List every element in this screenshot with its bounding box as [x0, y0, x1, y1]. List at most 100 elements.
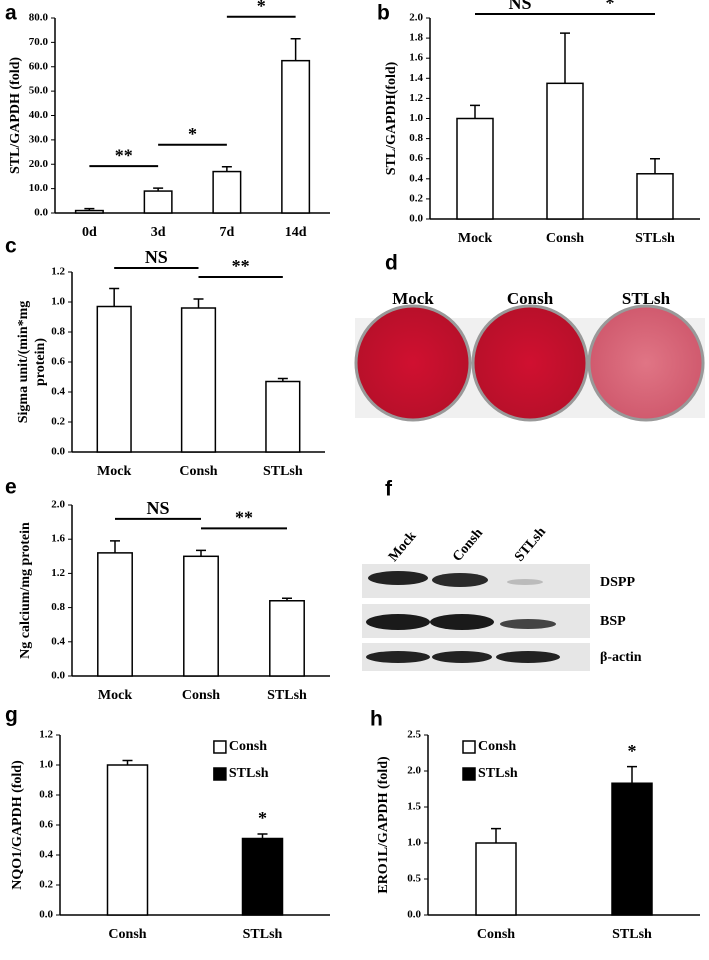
band	[507, 579, 543, 585]
caption: Mock	[392, 289, 434, 308]
bar	[456, 117, 494, 220]
y-axis-label: STL/GAPDH(fold)	[384, 61, 399, 175]
y-tick-label: 0.6	[409, 152, 423, 164]
y-tick-label: 50.0	[29, 85, 49, 97]
y-tick-label: 0.2	[409, 192, 423, 204]
x-tick-label: Consh	[477, 927, 515, 942]
annotation: *	[257, 0, 266, 16]
y-tick-label: 0.0	[409, 213, 423, 225]
legend-swatch	[462, 740, 476, 754]
error-bar	[290, 37, 301, 61]
panel-label: b	[377, 2, 390, 25]
error-bar	[627, 765, 637, 784]
y-tick-label: 1.0	[407, 837, 421, 849]
x-tick-label: 14d	[285, 225, 307, 240]
well	[587, 304, 705, 422]
annotation: *	[606, 0, 615, 13]
legend-label: STLsh	[478, 766, 518, 781]
lane-label: Mock	[386, 529, 420, 565]
y-tick-label: 20.0	[29, 158, 49, 170]
legend-swatch	[213, 767, 227, 781]
well	[354, 304, 472, 422]
x-tick-label: Consh	[179, 464, 217, 479]
y-tick-label: 1.8	[409, 32, 423, 44]
annotation: NS	[508, 0, 531, 13]
error-bar	[277, 377, 288, 382]
band	[368, 571, 428, 585]
error-bar	[650, 157, 660, 174]
band	[366, 614, 430, 630]
y-tick-label: 0.2	[51, 416, 65, 428]
panel-label: f	[385, 478, 393, 501]
y-tick-label: 0.2	[39, 879, 53, 891]
bar	[241, 837, 284, 916]
y-tick-label: 0.0	[34, 207, 48, 219]
legend-label: Consh	[478, 739, 516, 754]
bar	[143, 190, 173, 214]
y-axis-label: Sigma unit/(min*mg	[16, 301, 31, 424]
x-tick-label: STLsh	[635, 231, 675, 246]
bar	[475, 842, 517, 916]
x-tick-label: STLsh	[243, 927, 283, 942]
y-tick-label: 0.6	[39, 819, 53, 831]
error-bar	[196, 549, 206, 557]
y-tick-label: 1.2	[39, 729, 53, 741]
error-bar	[193, 298, 204, 308]
annotation: **	[232, 256, 250, 276]
y-tick-label: 0.0	[51, 670, 65, 682]
annotation: NS	[146, 498, 169, 518]
panel-d: d Mock Consh STLsh	[354, 252, 705, 422]
error-bar	[560, 32, 570, 84]
x-tick-label: Consh	[182, 688, 220, 703]
y-axis-label: STL/GAPDH (fold)	[8, 57, 23, 174]
band-label: DSPP	[600, 575, 635, 590]
y-tick-label: 2.0	[407, 765, 421, 777]
y-tick-label: 1.2	[51, 567, 65, 579]
y-tick-label: 2.0	[51, 499, 65, 511]
x-tick-label: Mock	[97, 464, 131, 479]
x-tick-label: 7d	[219, 225, 234, 240]
band	[500, 619, 556, 629]
error-bar	[470, 104, 480, 119]
band	[432, 651, 492, 663]
well	[471, 304, 589, 422]
y-tick-label: 1.6	[51, 533, 65, 545]
bar	[212, 170, 242, 214]
error-bar	[491, 827, 501, 843]
y-tick-label: 2.0	[409, 12, 423, 24]
y-tick-label: 0.4	[51, 635, 65, 647]
bar	[96, 305, 132, 453]
y-axis-label: NQO1/GAPDH (fold)	[10, 760, 25, 890]
bar	[281, 59, 311, 214]
y-tick-label: 40.0	[29, 109, 49, 121]
bar	[265, 380, 301, 453]
error-bar	[109, 287, 120, 307]
y-tick-label: 0.4	[39, 849, 53, 861]
annotation: **	[235, 507, 253, 527]
error-bar	[257, 833, 268, 839]
legend-swatch	[462, 767, 476, 781]
y-axis-label: protein)	[33, 338, 48, 386]
legend-label: STLsh	[229, 766, 269, 781]
y-tick-label: 0.8	[39, 789, 53, 801]
panel-label: c	[5, 235, 17, 258]
x-tick-label: Consh	[108, 927, 146, 942]
y-axis-label: Ng calcium/mg protein	[18, 522, 33, 659]
x-tick-label: STLsh	[612, 927, 652, 942]
panel-label: g	[5, 704, 18, 727]
y-tick-label: 0.4	[51, 386, 65, 398]
annotation: *	[258, 808, 267, 828]
bar	[269, 600, 305, 677]
lane-label: Consh	[450, 526, 486, 565]
x-tick-label: STLsh	[267, 688, 307, 703]
y-tick-label: 0.8	[51, 326, 65, 338]
error-bar	[110, 540, 120, 553]
error-bar	[84, 207, 95, 211]
y-tick-label: 0.5	[407, 873, 421, 885]
band-label: β-actin	[600, 650, 642, 665]
legend-swatch	[213, 740, 227, 754]
error-bar	[221, 165, 232, 172]
bar	[546, 82, 584, 220]
y-tick-label: 60.0	[29, 60, 49, 72]
